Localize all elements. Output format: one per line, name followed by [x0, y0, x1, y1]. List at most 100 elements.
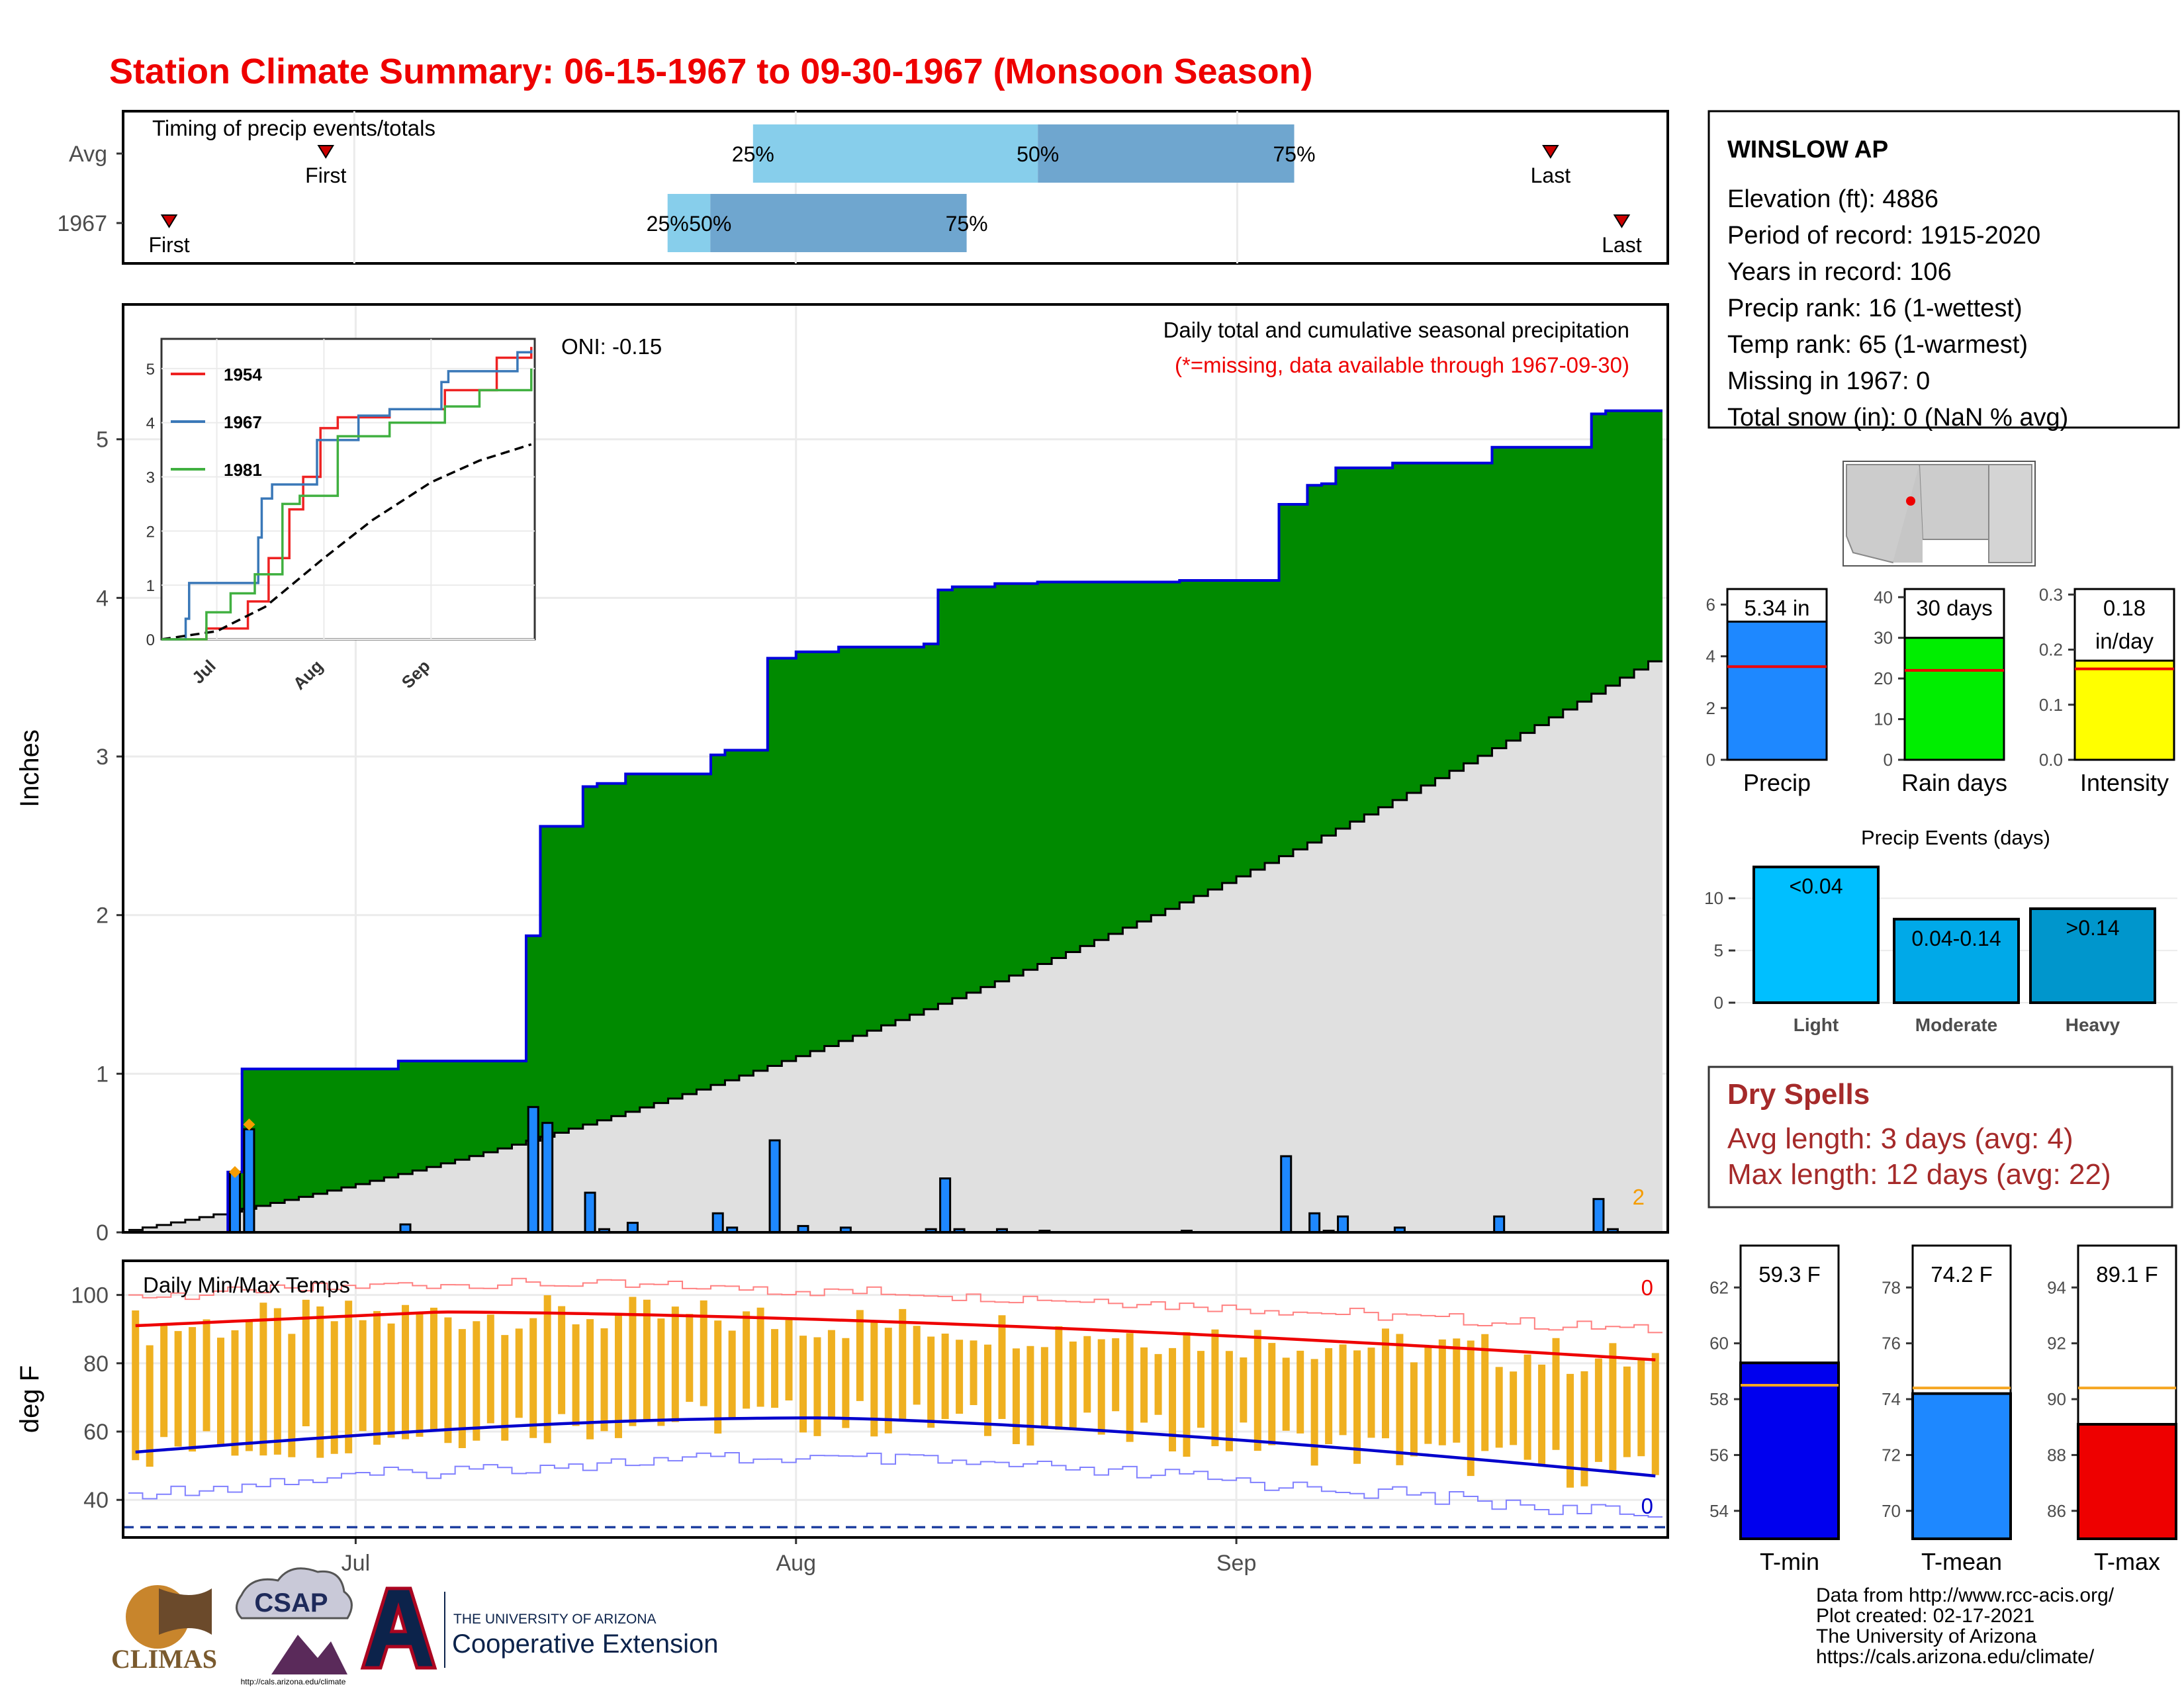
precip-event-value: >0.14	[2066, 916, 2120, 940]
summary-ytick-label: 30	[1874, 628, 1893, 648]
inset-ytick-label: 5	[146, 361, 155, 379]
temp-bar-ytick-label: 76	[1882, 1334, 1901, 1353]
timing-first-marker	[160, 214, 178, 228]
timing-50-75-bar	[710, 194, 967, 252]
station-info-line: Temp rank: 65 (1-warmest)	[1727, 331, 2028, 359]
timing-row-label: 1967	[57, 211, 107, 236]
precip-ytick-label: 5	[96, 428, 109, 453]
daily-precip-bar	[711, 1212, 724, 1234]
timing-25-50-bar	[752, 124, 1038, 183]
summary-ytick-label: 0.0	[2039, 750, 2063, 770]
temp-ylabel: deg F	[15, 1365, 44, 1433]
temp-bar-ytick-label: 72	[1882, 1445, 1901, 1465]
inset-series-line	[161, 347, 533, 641]
precip-event-bar	[1752, 865, 1880, 1005]
csap-url: http://cals.arizona.edu/climate	[241, 1677, 346, 1686]
timing-last-label: Last	[1602, 233, 1642, 257]
csap-logo-text: CSAP	[254, 1588, 328, 1618]
timing-last-label: Last	[1531, 163, 1571, 187]
record-high-line	[128, 1277, 1662, 1334]
csap-mountain-icon	[271, 1635, 347, 1674]
temp-xtick-label: Aug	[776, 1551, 817, 1576]
record-low-line	[128, 1452, 1662, 1518]
events-ytick-label: 5	[1714, 940, 1723, 960]
temp-ytick-label: 100	[71, 1283, 109, 1308]
events-ytick-label: 10	[1704, 888, 1723, 908]
footer: Data from http://www.rcc-acis.org/Plot c…	[111, 1567, 2115, 1686]
daily-precip-bar	[527, 1106, 539, 1234]
dry-spells-line: Max length: 12 days (avg: 22)	[1727, 1158, 2111, 1191]
summary-bar	[1903, 637, 2005, 761]
temp-bar	[2077, 1423, 2177, 1540]
timing-last-marker	[1542, 145, 1559, 159]
inset-frame	[160, 338, 536, 641]
summary-bar	[1726, 620, 1828, 761]
precip-annotation-title: Daily total and cumulative seasonal prec…	[1163, 318, 1629, 342]
temp-frame	[122, 1259, 1669, 1539]
temp-ytick-label: 80	[83, 1351, 109, 1377]
climas-logo-wave-icon	[159, 1588, 212, 1635]
summary-ytick-label: 2	[1706, 698, 1715, 718]
temp-bar-ytick-label: 94	[2047, 1277, 2066, 1297]
daily-precip-bar	[243, 1128, 255, 1234]
inset-ytick-label: 0	[146, 631, 155, 649]
timing-quantile-label: 25%	[732, 142, 774, 166]
daily-precip-bar	[1280, 1155, 1293, 1234]
page-title: Station Climate Summary: 06-15-1967 to 0…	[109, 52, 1313, 91]
temp-bar-ytick-label: 86	[2047, 1501, 2066, 1521]
station-info-line: Precip rank: 16 (1-wettest)	[1727, 295, 2023, 322]
summary-ytick-label: 10	[1874, 709, 1893, 729]
temp-xtick-label: Jul	[341, 1551, 370, 1576]
temp-bar-ytick-label: 58	[1709, 1389, 1729, 1409]
count-above-record: 0	[1641, 1275, 1653, 1300]
daily-precip-bar	[1592, 1198, 1605, 1234]
temp-bar-ytick-label: 54	[1709, 1501, 1729, 1521]
csap-cloud-icon	[236, 1567, 353, 1620]
daily-precip-bar	[1308, 1212, 1321, 1234]
ua-bottom-text: Cooperative Extension	[452, 1629, 718, 1659]
station-name: WINSLOW AP	[1727, 136, 1888, 163]
precip-event-value: <0.04	[1790, 874, 1843, 898]
timing-first-marker	[317, 145, 335, 159]
avg-tmax-line	[135, 1310, 1656, 1361]
temp-bar-label: T-max	[2094, 1548, 2160, 1575]
inset-series-line	[161, 350, 533, 641]
summary-ytick-label: 0	[1884, 750, 1893, 770]
inset-legend-label: 1954	[224, 365, 262, 385]
ua-top-text: THE UNIVERSITY OF ARIZONA	[453, 1612, 657, 1627]
temp-bar-ytick-label: 74	[1882, 1389, 1901, 1409]
texas-shape	[1988, 464, 2032, 563]
inset-legend-label: 1967	[224, 412, 262, 432]
missing-count: 2	[1633, 1185, 1645, 1209]
daily-precip-bar	[939, 1177, 952, 1234]
station-info-line: Total snow (in): 0 (NaN % avg)	[1727, 404, 2068, 432]
timing-25-50-bar	[667, 194, 711, 252]
daily-precip-bar	[584, 1191, 596, 1234]
timing-quantile-label: 25%	[647, 212, 689, 236]
temp-bar	[1911, 1392, 2012, 1541]
newmexico-shape	[1918, 464, 1989, 540]
dry-spells-line: Avg length: 3 days (avg: 4)	[1727, 1122, 2073, 1155]
station-info-line: Elevation (ft): 4886	[1727, 185, 1938, 213]
daily-precip-bar	[541, 1122, 554, 1234]
temp-ytick-label: 60	[83, 1420, 109, 1445]
precip-ytick-label: 1	[96, 1062, 109, 1087]
timing-first-label: First	[305, 163, 346, 187]
summary-ytick-label: 0	[1706, 750, 1715, 770]
temp-bar-ytick-label: 62	[1709, 1277, 1729, 1297]
precip-ytick-label: 2	[96, 903, 109, 929]
precip-ytick-label: 4	[96, 586, 109, 611]
temp-bar-ytick-label: 56	[1709, 1445, 1729, 1465]
summary-value: 0.18	[2103, 596, 2146, 620]
temp-bar-value: 89.1 F	[2096, 1262, 2158, 1287]
precip-ylabel: Inches	[15, 729, 44, 807]
temp-chart: 40 60 80 100 Jul Aug Sep Daily Min/Max Temps 0 0 d…	[15, 1259, 1669, 1576]
dry-spells-title: Dry Spells	[1727, 1078, 1870, 1111]
timing-last-marker	[1613, 214, 1631, 228]
precip-event-label: Moderate	[1915, 1015, 1997, 1035]
timing-50-75-bar	[1038, 124, 1295, 183]
right-panels: WINSLOW AP Elevation (ft): 4886 Period of …	[1704, 110, 2180, 1575]
